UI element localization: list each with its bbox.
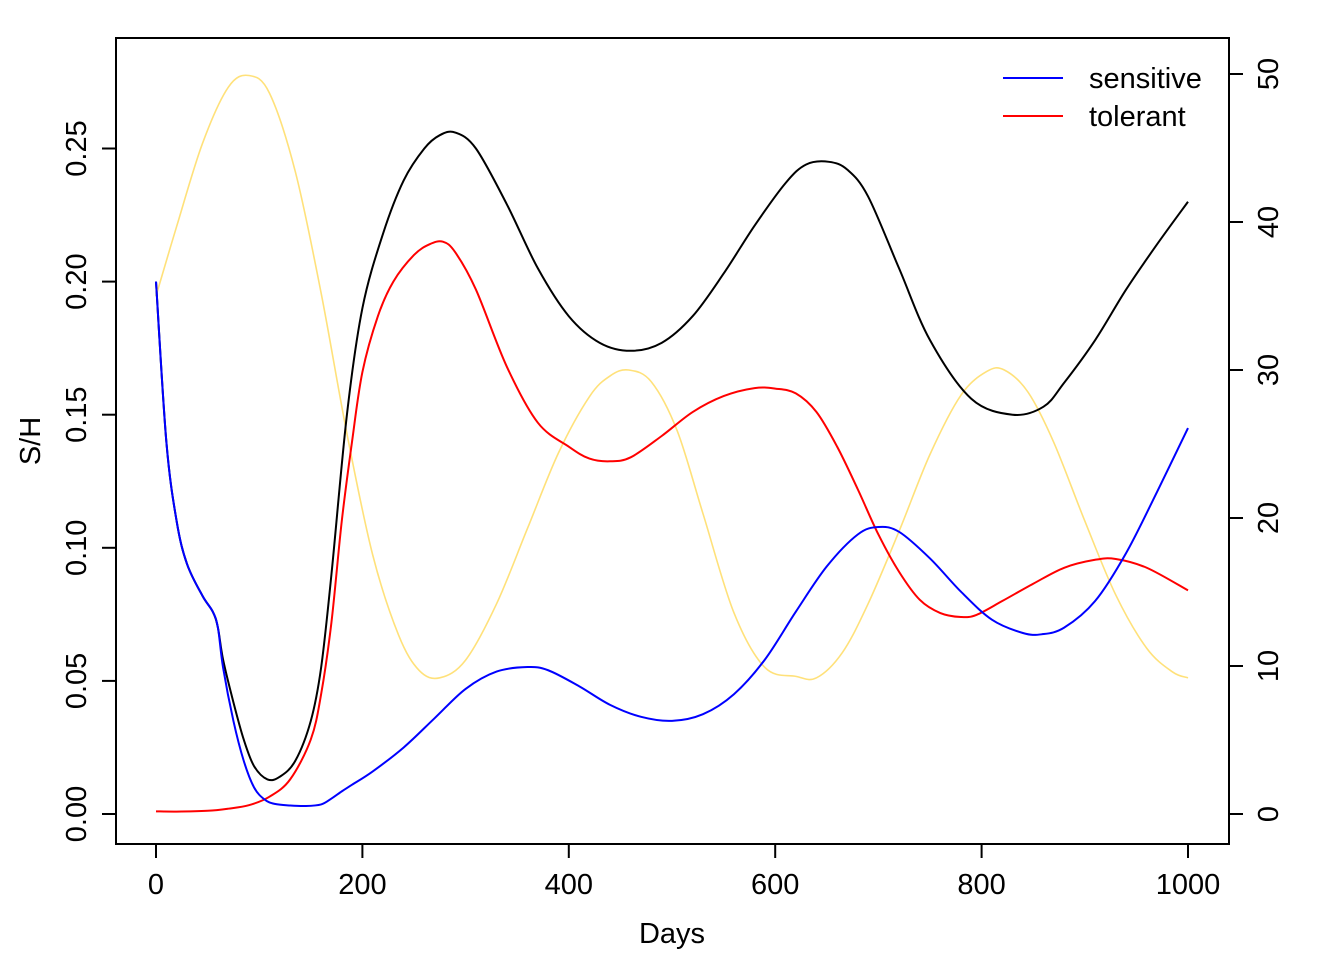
legend-label-tolerant: tolerant bbox=[1089, 101, 1186, 133]
x-tick-label: 1000 bbox=[1156, 869, 1221, 901]
series-line-yellow bbox=[155, 74, 1189, 681]
series-layer bbox=[155, 74, 1189, 813]
x-axis-title: Days bbox=[639, 918, 705, 950]
series-line-black bbox=[155, 130, 1189, 782]
x-tick-label: 800 bbox=[957, 869, 1005, 901]
series-line-sensitive bbox=[155, 281, 1189, 808]
y-tick-label: 0.10 bbox=[61, 520, 93, 576]
y-axis-title: S/H bbox=[15, 417, 47, 465]
x-tick-label: 200 bbox=[338, 869, 386, 901]
x-tick-label: 400 bbox=[545, 869, 593, 901]
y2-tick-label: 10 bbox=[1253, 650, 1285, 682]
x-tick-label: 0 bbox=[148, 869, 164, 901]
y-tick-label: 0.05 bbox=[61, 653, 93, 709]
y2-tick-label: 0 bbox=[1253, 806, 1285, 822]
legend: sensitive tolerant bbox=[1003, 63, 1202, 133]
y2-tick-label: 40 bbox=[1253, 206, 1285, 238]
y2-tick-label: 20 bbox=[1253, 502, 1285, 534]
y-tick-label: 0.25 bbox=[61, 120, 93, 176]
y-tick-label: 0.15 bbox=[61, 386, 93, 442]
y-tick-label: 0.00 bbox=[61, 786, 93, 842]
x-tick-label: 600 bbox=[751, 869, 799, 901]
axes-layer: 0 200 400 600 800 10000.000.050.100.150.200.2… bbox=[61, 58, 1285, 901]
y2-tick-label: 50 bbox=[1253, 58, 1285, 90]
y2-tick-label: 30 bbox=[1253, 354, 1285, 386]
legend-label-sensitive: sensitive bbox=[1089, 63, 1202, 95]
series-line-tolerant bbox=[155, 240, 1189, 813]
y-tick-label: 0.20 bbox=[61, 253, 93, 309]
